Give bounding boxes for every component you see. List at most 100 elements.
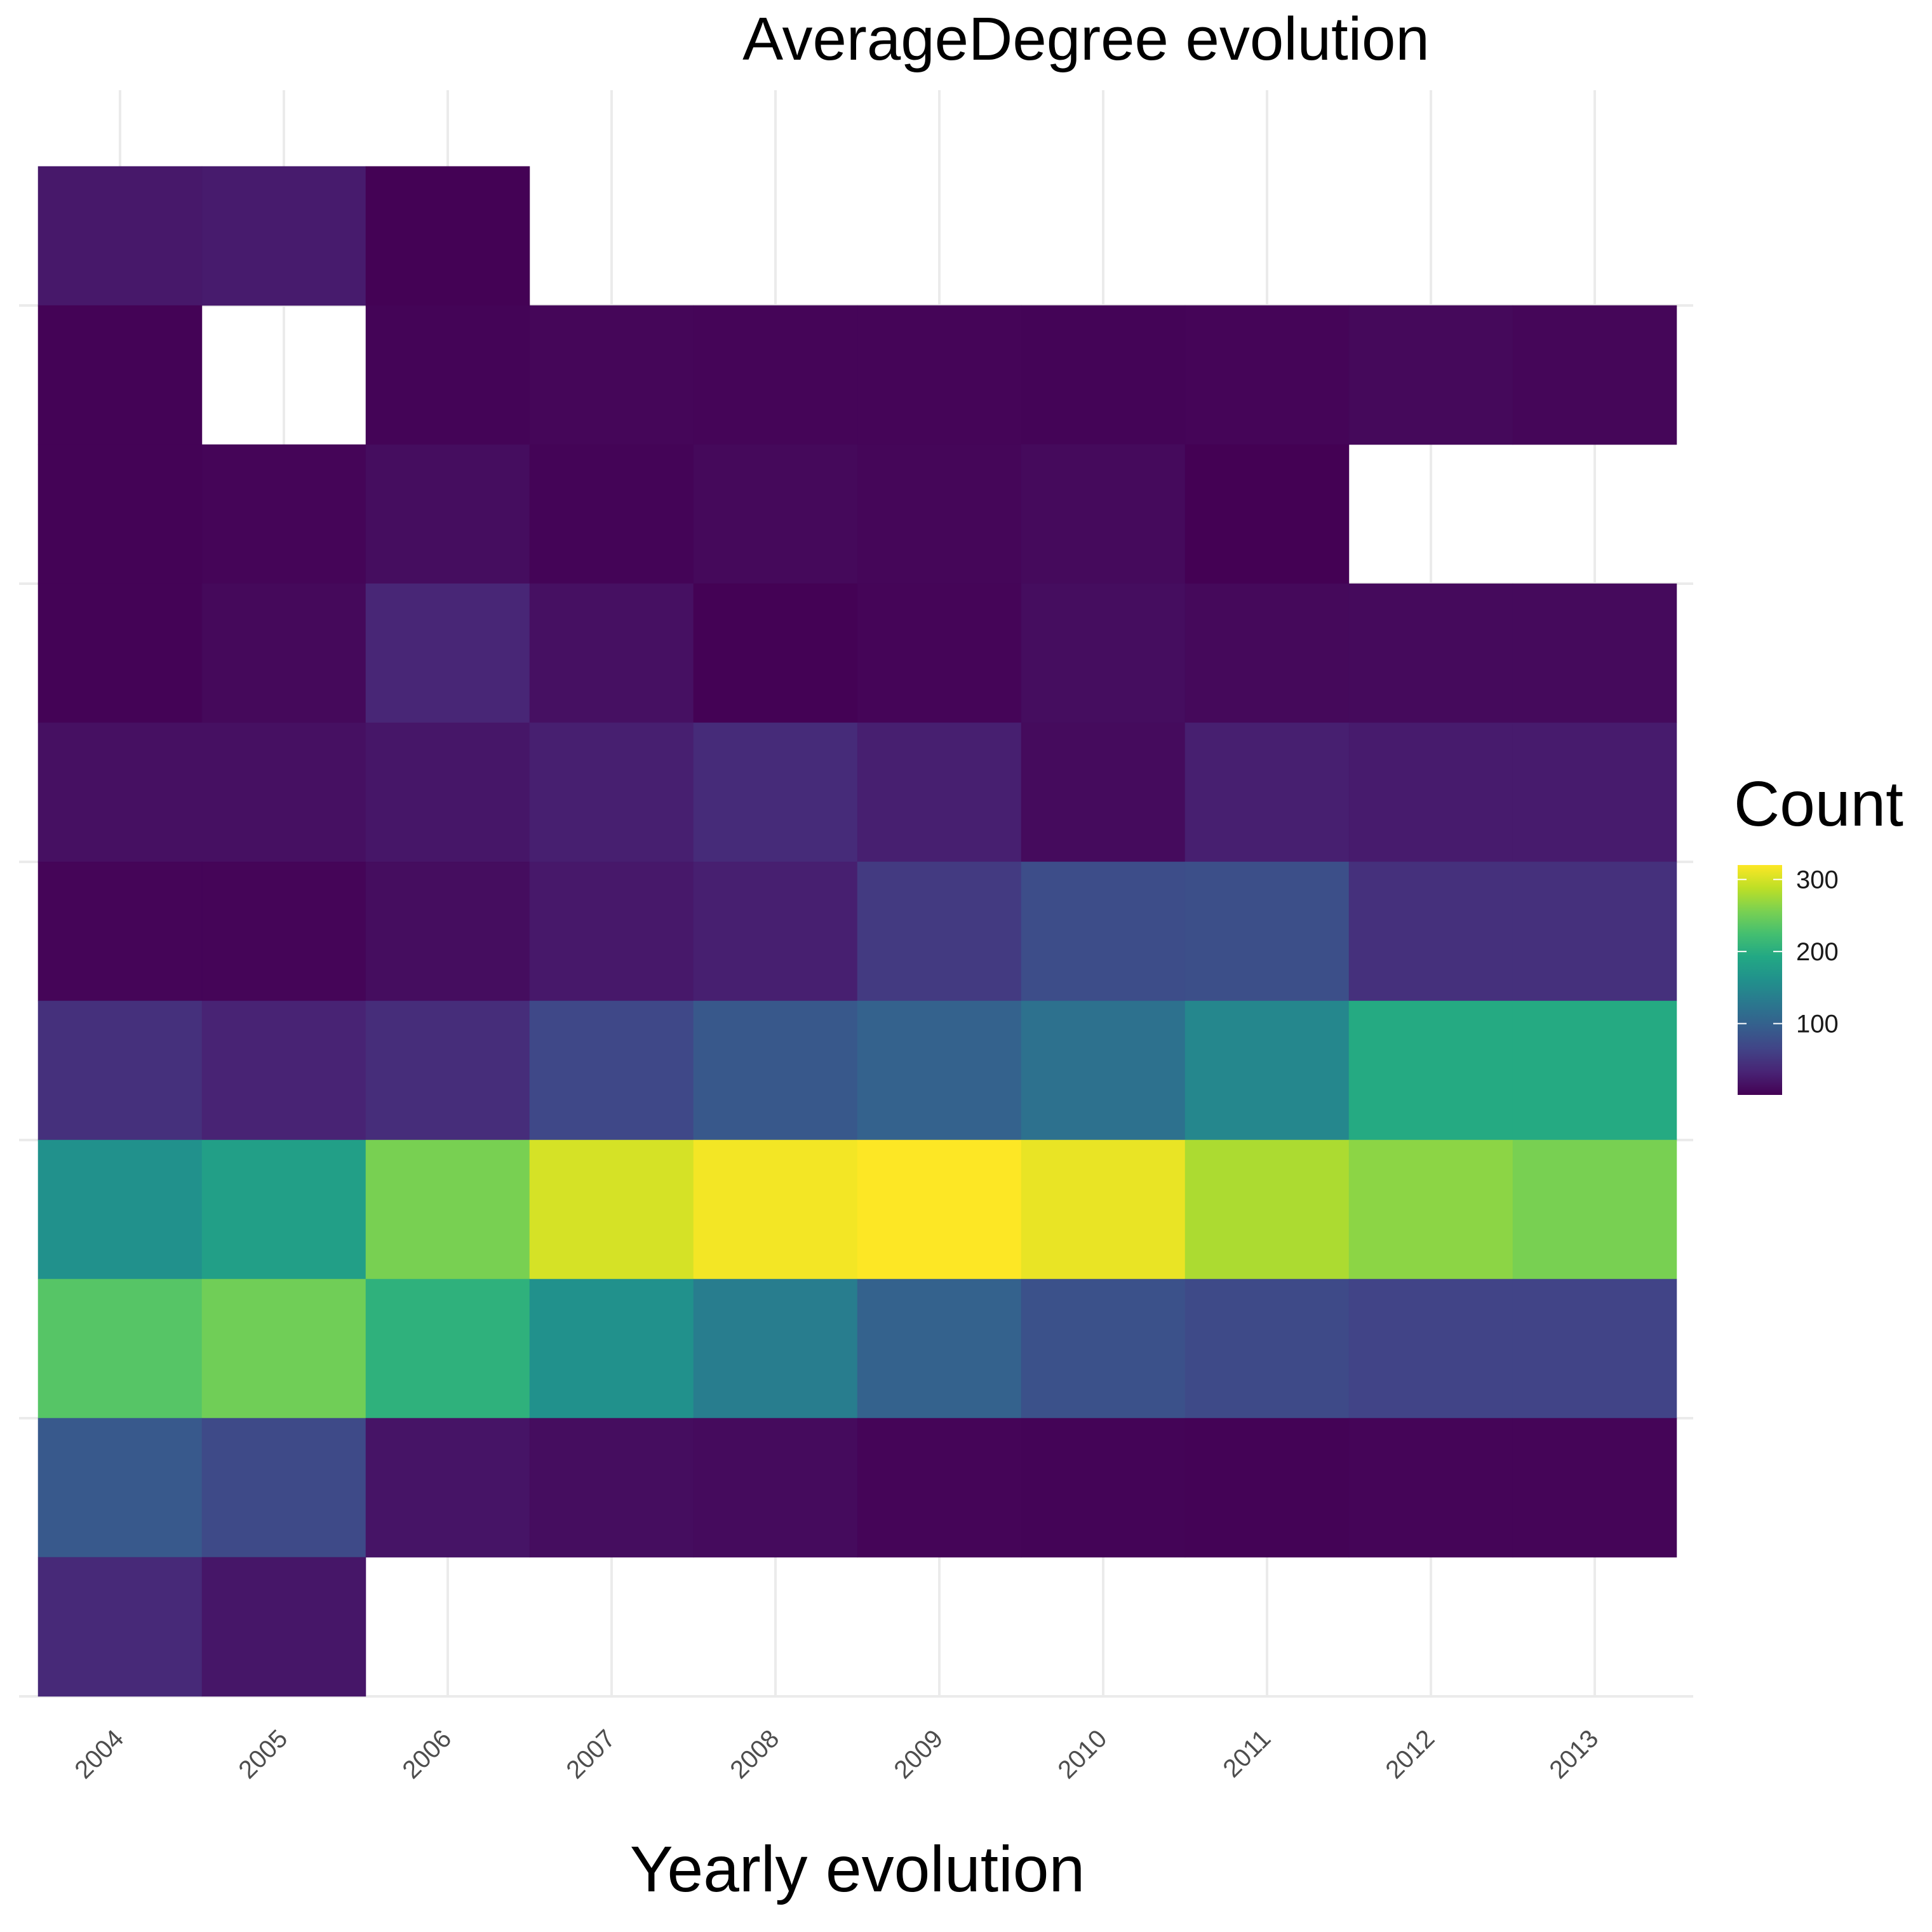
- heatmap-tile: [1184, 305, 1350, 445]
- heatmap-tile: [365, 444, 530, 584]
- heatmap-tile: [37, 305, 203, 445]
- heatmap-tile: [1184, 583, 1350, 723]
- heatmap-tile: [365, 722, 530, 862]
- x-tick-label: 2005: [233, 1724, 293, 1784]
- heatmap-tile: [37, 1000, 203, 1141]
- heatmap-tiles: [37, 166, 1677, 1697]
- heatmap-tile: [1348, 1139, 1513, 1280]
- heatmap-tile: [1348, 722, 1513, 862]
- heatmap-tile: [693, 1139, 858, 1280]
- heatmap-tile: [1184, 1418, 1350, 1558]
- legend-ticks: 100 200 300: [1738, 866, 1839, 1038]
- heatmap-tile: [1184, 444, 1350, 584]
- heatmap-tile: [857, 444, 1022, 584]
- heatmap-tile: [1184, 1139, 1350, 1280]
- legend-title: Count: [1734, 768, 1903, 840]
- heatmap-tile: [365, 583, 530, 723]
- heatmap-tile: [693, 305, 858, 445]
- heatmap-tile: [37, 1418, 203, 1558]
- heatmap-tile: [1512, 1139, 1677, 1280]
- heatmap-tile: [1021, 1000, 1186, 1141]
- x-tick-label: 2008: [725, 1724, 784, 1784]
- heatmap-tile: [529, 1000, 694, 1141]
- heatmap-tile: [37, 1278, 203, 1419]
- heatmap-tile: [201, 444, 366, 584]
- heatmap-tile: [201, 1139, 366, 1280]
- heatmap-tile: [529, 444, 694, 584]
- heatmap-tile: [1348, 861, 1513, 1002]
- heatmap-tile: [693, 1000, 858, 1141]
- heatmap-tile: [37, 583, 203, 723]
- x-tick-label: 2009: [889, 1724, 948, 1784]
- heatmap-tile: [1184, 1278, 1350, 1419]
- heatmap-tile: [201, 166, 366, 306]
- x-axis-title: Yearly evolution: [630, 1833, 1085, 1905]
- heatmap-tile: [1021, 1139, 1186, 1280]
- heatmap-tile: [1021, 861, 1186, 1002]
- heatmap-tile: [1512, 1418, 1677, 1558]
- heatmap-tile: [857, 1000, 1022, 1141]
- heatmap-tile: [365, 305, 530, 445]
- heatmap-tile: [365, 1278, 530, 1419]
- heatmap-tile: [365, 1139, 530, 1280]
- heatmap-tile: [857, 861, 1022, 1002]
- heatmap-tile: [857, 1139, 1022, 1280]
- heatmap-tile: [1021, 1418, 1186, 1558]
- heatmap-tile: [201, 1557, 366, 1697]
- heatmap-tile: [1021, 583, 1186, 723]
- heatmap-tile: [1021, 1278, 1186, 1419]
- heatmap-tile: [201, 1278, 366, 1419]
- heatmap-tile: [1021, 444, 1186, 584]
- heatmap-tile: [857, 583, 1022, 723]
- heatmap-tile: [1512, 583, 1677, 723]
- heatmap-tile: [1512, 1278, 1677, 1419]
- heatmap-tile: [1348, 1418, 1513, 1558]
- heatmap-tile: [529, 722, 694, 862]
- heatmap-tile: [857, 722, 1022, 862]
- heatmap-tile: [693, 1418, 858, 1558]
- heatmap-tile: [37, 444, 203, 584]
- heatmap-tile: [37, 1557, 203, 1697]
- legend-tick-label: 100: [1796, 1010, 1839, 1038]
- legend-tick-label: 300: [1796, 866, 1839, 894]
- heatmap-tile: [365, 1000, 530, 1141]
- heatmap-tile: [201, 583, 366, 723]
- heatmap-tile: [1348, 1278, 1513, 1419]
- heatmap-tile: [693, 583, 858, 723]
- heatmap-tile: [1512, 1000, 1677, 1141]
- heatmap-tile: [365, 861, 530, 1002]
- heatmap-tile: [201, 1000, 366, 1141]
- heatmap-tile: [857, 305, 1022, 445]
- heatmap-tile: [37, 166, 203, 306]
- heatmap-tile: [1021, 305, 1186, 445]
- heatmap-tile: [201, 861, 366, 1002]
- heatmap-tile: [529, 305, 694, 445]
- heatmap-tile: [857, 1418, 1022, 1558]
- heatmap-tile: [1348, 583, 1513, 723]
- y-axis-ticks: [19, 304, 27, 1698]
- x-tick-label: 2011: [1218, 1724, 1276, 1783]
- x-tick-label: 2012: [1380, 1724, 1440, 1784]
- heatmap-tile: [1348, 1000, 1513, 1141]
- heatmap-tile: [1021, 722, 1186, 862]
- heatmap-tile: [1512, 722, 1677, 862]
- heatmap-tile: [693, 444, 858, 584]
- chart-title: AverageDegree evolution: [742, 5, 1430, 73]
- heatmap-tile: [1184, 1000, 1350, 1141]
- heatmap-tile: [1512, 305, 1677, 445]
- heatmap-tile: [1184, 722, 1350, 862]
- x-tick-label: 2010: [1052, 1724, 1112, 1784]
- heatmap-tile: [37, 861, 203, 1002]
- heatmap-tile: [693, 861, 858, 1002]
- legend-tick-label: 200: [1796, 938, 1839, 966]
- heatmap-tile: [529, 861, 694, 1002]
- x-tick-label: 2007: [561, 1724, 621, 1784]
- heatmap-tile: [1512, 861, 1677, 1002]
- heatmap-tile: [37, 722, 203, 862]
- heatmap-tile: [693, 1278, 858, 1419]
- heatmap-tile: [37, 1139, 203, 1280]
- heatmap-tile: [1348, 305, 1513, 445]
- x-axis-tick-labels: 2004 2005 2006 2007 2008 2009 2010 2011 2012 2013: [69, 1724, 1604, 1784]
- heatmap-tile: [857, 1278, 1022, 1419]
